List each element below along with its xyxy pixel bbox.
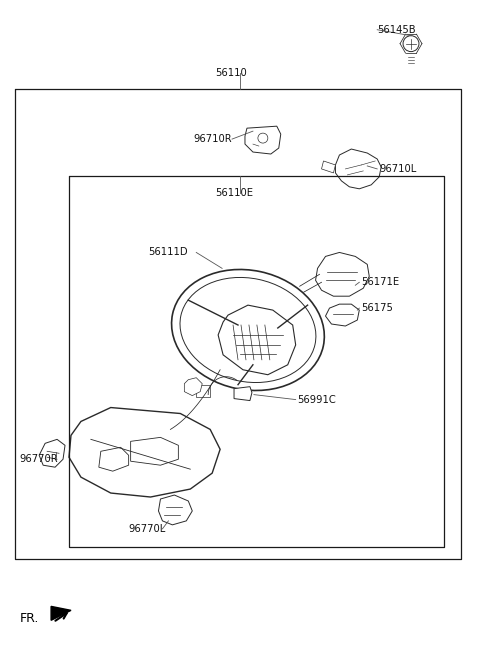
Polygon shape (218, 305, 296, 375)
Text: 96770L: 96770L (129, 524, 166, 534)
Text: 56110: 56110 (215, 68, 247, 79)
Polygon shape (158, 495, 192, 525)
Text: 56991C: 56991C (298, 394, 336, 405)
Text: 96710L: 96710L (379, 164, 417, 174)
Polygon shape (315, 253, 369, 297)
Polygon shape (325, 304, 360, 326)
Text: 56111D: 56111D (148, 247, 188, 257)
Text: 96770R: 96770R (19, 454, 58, 464)
Text: 56145B: 56145B (377, 25, 416, 35)
Polygon shape (51, 606, 71, 621)
Ellipse shape (171, 270, 324, 390)
Text: 56171E: 56171E (361, 277, 399, 287)
Text: 96710R: 96710R (193, 134, 232, 144)
Polygon shape (39, 440, 65, 467)
Polygon shape (234, 386, 252, 401)
Polygon shape (184, 378, 202, 396)
Polygon shape (322, 161, 336, 173)
Text: 56110E: 56110E (215, 188, 253, 198)
Bar (196, 384, 210, 397)
Text: FR.: FR. (19, 612, 39, 625)
Polygon shape (245, 126, 281, 154)
Text: 56175: 56175 (361, 303, 393, 313)
Polygon shape (336, 149, 381, 189)
Polygon shape (69, 407, 220, 497)
